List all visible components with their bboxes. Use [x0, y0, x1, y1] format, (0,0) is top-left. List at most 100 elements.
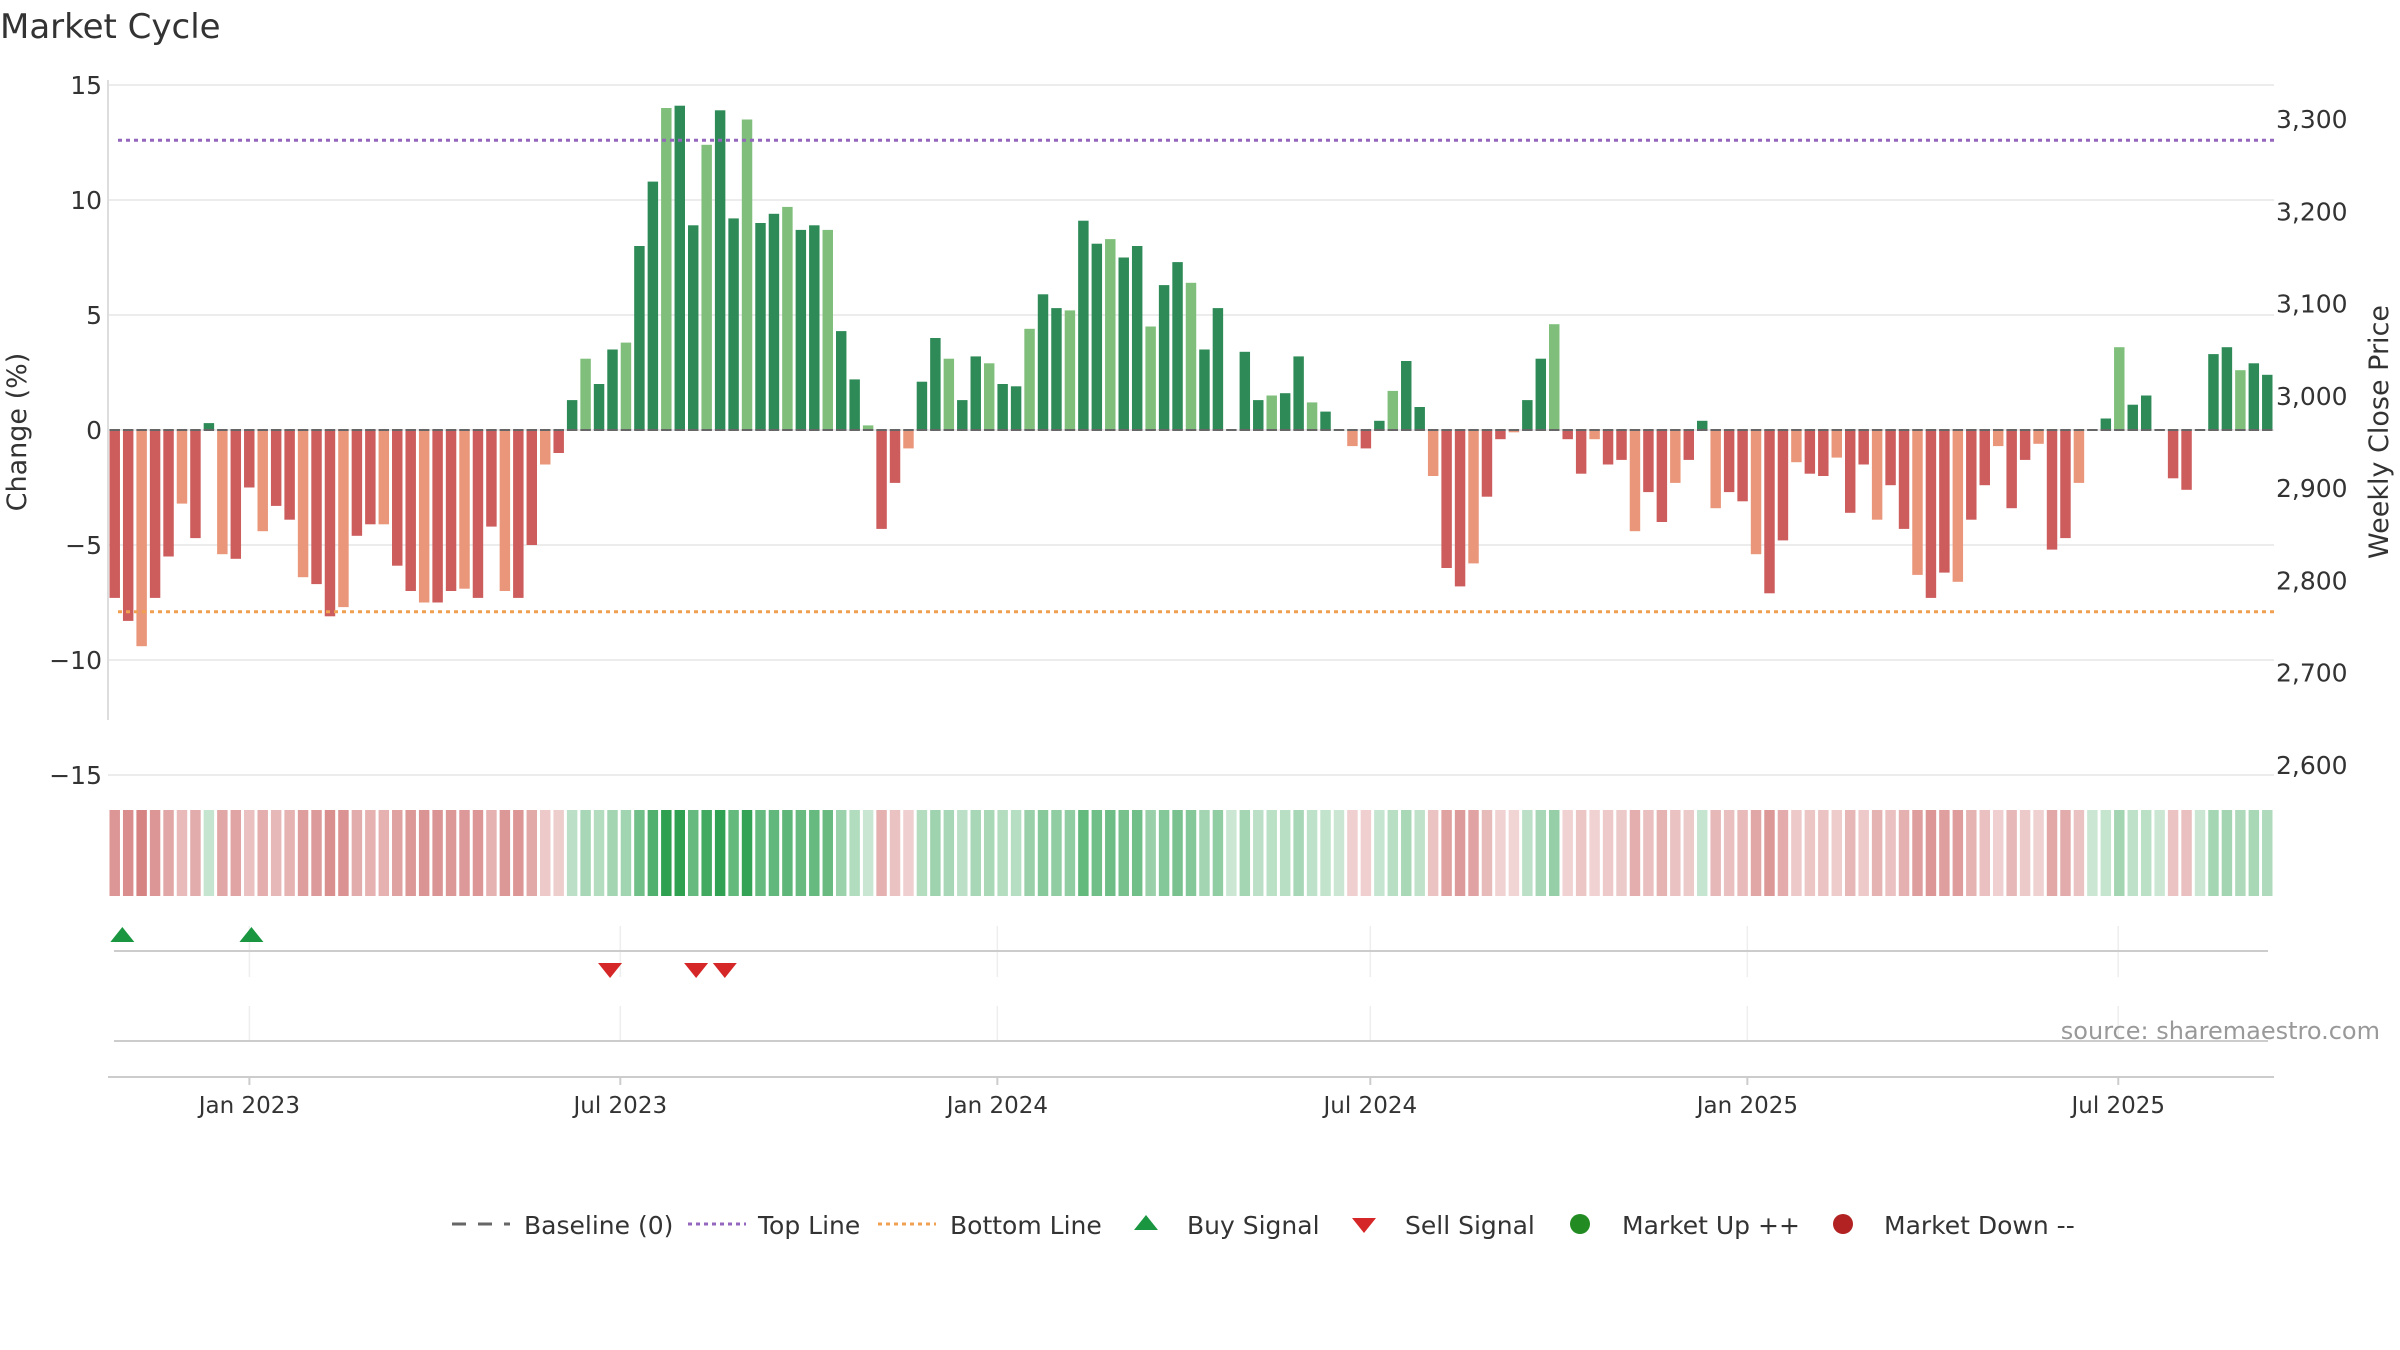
- heat-cell: [1118, 810, 1129, 896]
- buy-signal-marker: [239, 927, 264, 942]
- heat-cell: [392, 810, 403, 896]
- bar: [1871, 430, 1883, 520]
- bar: [1844, 430, 1856, 513]
- heat-cell: [2127, 810, 2138, 896]
- bar: [1858, 430, 1869, 465]
- heat-cell: [634, 810, 645, 896]
- bar: [1885, 430, 1896, 486]
- heat-cell: [795, 810, 807, 896]
- bar: [526, 430, 538, 545]
- heat-cell: [903, 810, 914, 896]
- heat-cell: [714, 810, 726, 896]
- y-tick-label: 10: [70, 186, 102, 215]
- heat-cell: [1643, 810, 1654, 896]
- sell-signal-marker: [712, 963, 737, 978]
- y2-tick-label: 3,000: [2276, 382, 2348, 411]
- heat-cell: [741, 810, 753, 896]
- bar: [324, 430, 336, 617]
- bar: [1683, 430, 1695, 460]
- heat-cell: [1952, 810, 1964, 896]
- heat-cell: [1777, 810, 1789, 896]
- heat-cell: [2140, 810, 2152, 896]
- bar: [1091, 243, 1103, 430]
- y2-tick-label: 2,800: [2276, 566, 2348, 595]
- heat-cell: [674, 810, 685, 896]
- bar: [163, 430, 174, 557]
- bar: [459, 430, 470, 589]
- heat-cell: [1333, 810, 1345, 896]
- heat-cell: [930, 810, 941, 896]
- bar: [1051, 308, 1062, 430]
- bar: [1387, 390, 1399, 430]
- bar: [1992, 430, 2004, 447]
- heat-cell: [782, 810, 793, 896]
- bar: [122, 430, 134, 621]
- heat-cell: [2181, 810, 2192, 896]
- y-tick-label: 5: [86, 301, 102, 330]
- heat-cell: [270, 810, 282, 896]
- heat-cell: [1939, 810, 1950, 896]
- heat-cell: [1481, 810, 1493, 896]
- bar: [661, 108, 672, 430]
- bar: [1589, 430, 1600, 440]
- bar: [1185, 282, 1197, 430]
- heat-cell: [136, 810, 147, 896]
- bar: [566, 400, 578, 430]
- heat-cell: [755, 810, 766, 896]
- heat-cell: [109, 810, 120, 896]
- heat-cell: [486, 810, 497, 896]
- heat-cell: [687, 810, 699, 896]
- bar: [217, 430, 228, 555]
- heat-cell: [526, 810, 538, 896]
- source-text: source: sharemaestro.com: [2061, 1017, 2380, 1045]
- heat-cell: [1764, 810, 1775, 896]
- heat-cell: [2100, 810, 2112, 896]
- heat-cell: [418, 810, 430, 896]
- heat-cell: [876, 810, 887, 896]
- heat-cell: [1306, 810, 1318, 896]
- bar: [768, 213, 780, 430]
- heat-cell: [1871, 810, 1883, 896]
- legend-top-line: Top Line: [757, 1211, 860, 1240]
- heat-cell: [553, 810, 564, 896]
- heat-cell: [284, 810, 295, 896]
- heat-cell: [445, 810, 457, 896]
- bar: [943, 358, 955, 430]
- bar: [1172, 262, 1183, 430]
- bar: [2221, 347, 2233, 430]
- bar: [916, 381, 928, 430]
- bar: [593, 384, 605, 430]
- bar: [2181, 430, 2192, 490]
- heat-cell: [1320, 810, 1331, 896]
- heat-cell: [1024, 810, 1035, 896]
- bar: [230, 430, 242, 559]
- x-tick-label: Jan 2023: [197, 1093, 300, 1119]
- heat-cell: [768, 810, 780, 896]
- bar: [1239, 351, 1251, 430]
- bar: [1468, 430, 1479, 564]
- heat-cell: [607, 810, 618, 896]
- heat-cell: [1912, 810, 1923, 896]
- heat-cell: [459, 810, 470, 896]
- heat-cell: [2262, 810, 2273, 896]
- bar: [1656, 430, 1668, 522]
- heat-cell: [1414, 810, 1425, 896]
- bar: [190, 430, 201, 539]
- bar: [1024, 328, 1035, 430]
- heat-cell: [2060, 810, 2071, 896]
- heat-cell: [957, 810, 968, 896]
- heat-cell: [1010, 810, 1022, 896]
- bar: [1105, 239, 1116, 430]
- bar: [445, 430, 457, 591]
- bar: [1064, 310, 1076, 430]
- heat-cell: [1575, 810, 1587, 896]
- heat-cell: [1750, 810, 1762, 896]
- heat-cell: [513, 810, 524, 896]
- bar: [1360, 430, 1372, 449]
- bar: [687, 225, 699, 430]
- heat-cell: [499, 810, 511, 896]
- heat-cell: [2208, 810, 2219, 896]
- bar: [1454, 430, 1466, 587]
- bar: [472, 430, 484, 598]
